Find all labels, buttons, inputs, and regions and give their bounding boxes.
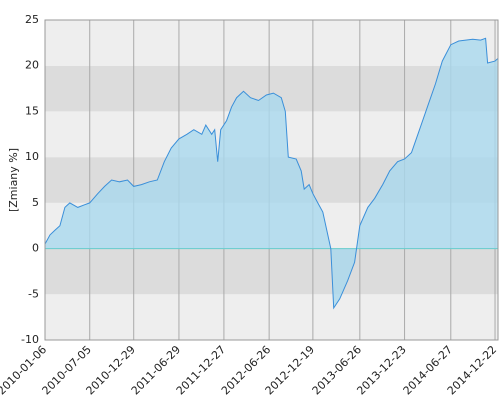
y-tick-label: 20 — [25, 59, 39, 72]
y-tick-label: 15 — [25, 104, 39, 117]
y-axis-label: [Zmiany %] — [7, 148, 20, 212]
y-tick-label: 25 — [25, 13, 39, 26]
y-tick-label: 0 — [32, 242, 39, 255]
grid-band — [45, 248, 498, 295]
y-tick-label: 5 — [32, 196, 39, 209]
y-tick-label: -10 — [21, 333, 39, 346]
y-tick-label: 10 — [25, 150, 39, 163]
y-tick-label: -5 — [28, 287, 39, 300]
grid-band — [45, 294, 498, 340]
area — [45, 38, 498, 309]
line — [44, 37, 499, 310]
grid-band — [45, 20, 498, 66]
plot-frame — [44, 19, 499, 341]
